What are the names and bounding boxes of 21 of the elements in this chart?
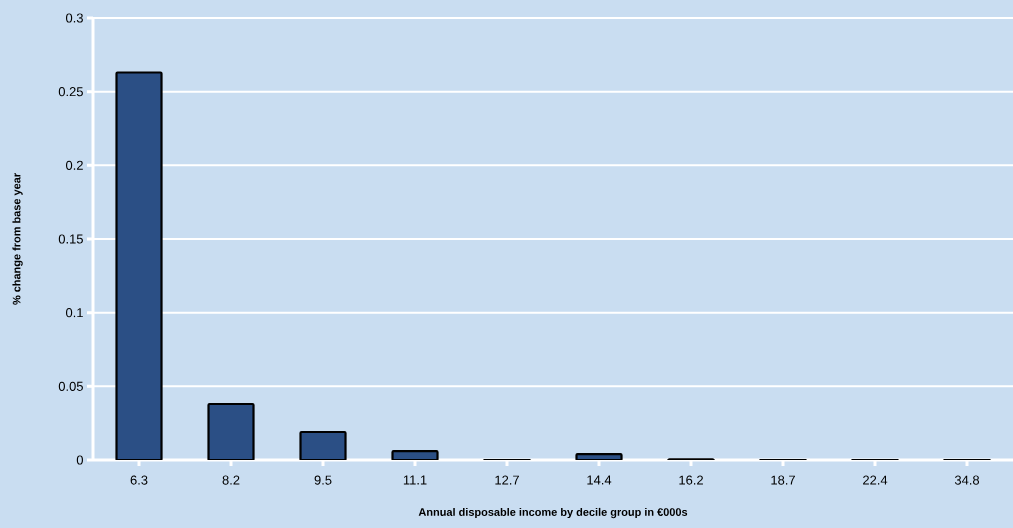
y-axis-title: % change from base year (12, 173, 23, 305)
x-tick-label: 34.8 (954, 475, 980, 485)
bar (207, 402, 255, 460)
y-tick-label: 0.3 (65, 13, 83, 23)
y-tick-label: 0.15 (58, 234, 83, 244)
y-tick-label: 0.05 (58, 381, 83, 391)
y-tick-label: 0.25 (58, 87, 83, 97)
x-tick-label: 6.3 (130, 475, 148, 485)
x-axis-title: Annual disposable income by decile group in €000s (418, 507, 688, 519)
x-tick-label: 22.4 (863, 475, 888, 485)
x-tick-label: 8.2 (222, 475, 240, 485)
y-tick-label: 0.1 (65, 308, 83, 318)
x-tick-label: 14.4 (587, 475, 612, 485)
x-tick-label: 9.5 (314, 475, 332, 485)
bar (115, 71, 163, 460)
x-tick-label: 16.2 (679, 475, 703, 485)
x-tick-label: 11.1 (403, 475, 427, 485)
y-tick-label: 0.2 (65, 160, 83, 170)
x-tick-label: 18.7 (771, 475, 795, 485)
y-tick-label: 0 (76, 455, 83, 465)
x-tick-label: 12.7 (495, 475, 519, 485)
